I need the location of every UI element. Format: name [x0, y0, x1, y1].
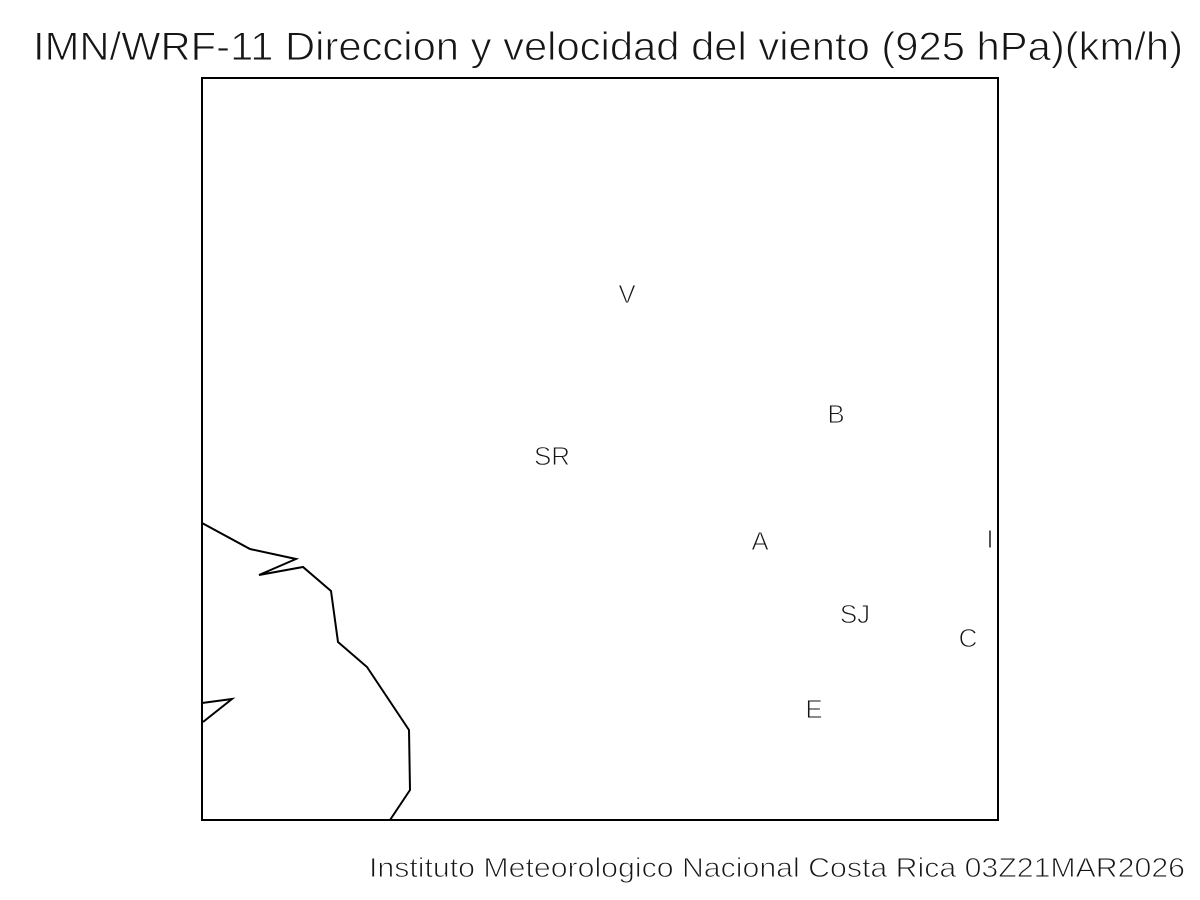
- station-label-c: C: [959, 623, 978, 653]
- station-label-v: V: [618, 279, 636, 309]
- coastline-main: [201, 522, 412, 821]
- coastline-inlet: [201, 697, 236, 723]
- station-label-e: E: [805, 694, 822, 724]
- footer-caption: Instituto Meteorologico Nacional Costa R…: [369, 852, 1185, 883]
- station-label-a: A: [751, 526, 769, 556]
- plot-title: IMN/WRF-11 Direccion y velocidad del vie…: [33, 25, 1183, 69]
- station-label-b: B: [827, 399, 844, 429]
- station-label-sj: SJ: [840, 599, 870, 629]
- station-label-i: I: [986, 524, 993, 554]
- map-border: [201, 77, 999, 821]
- station-label-sr: SR: [534, 441, 570, 471]
